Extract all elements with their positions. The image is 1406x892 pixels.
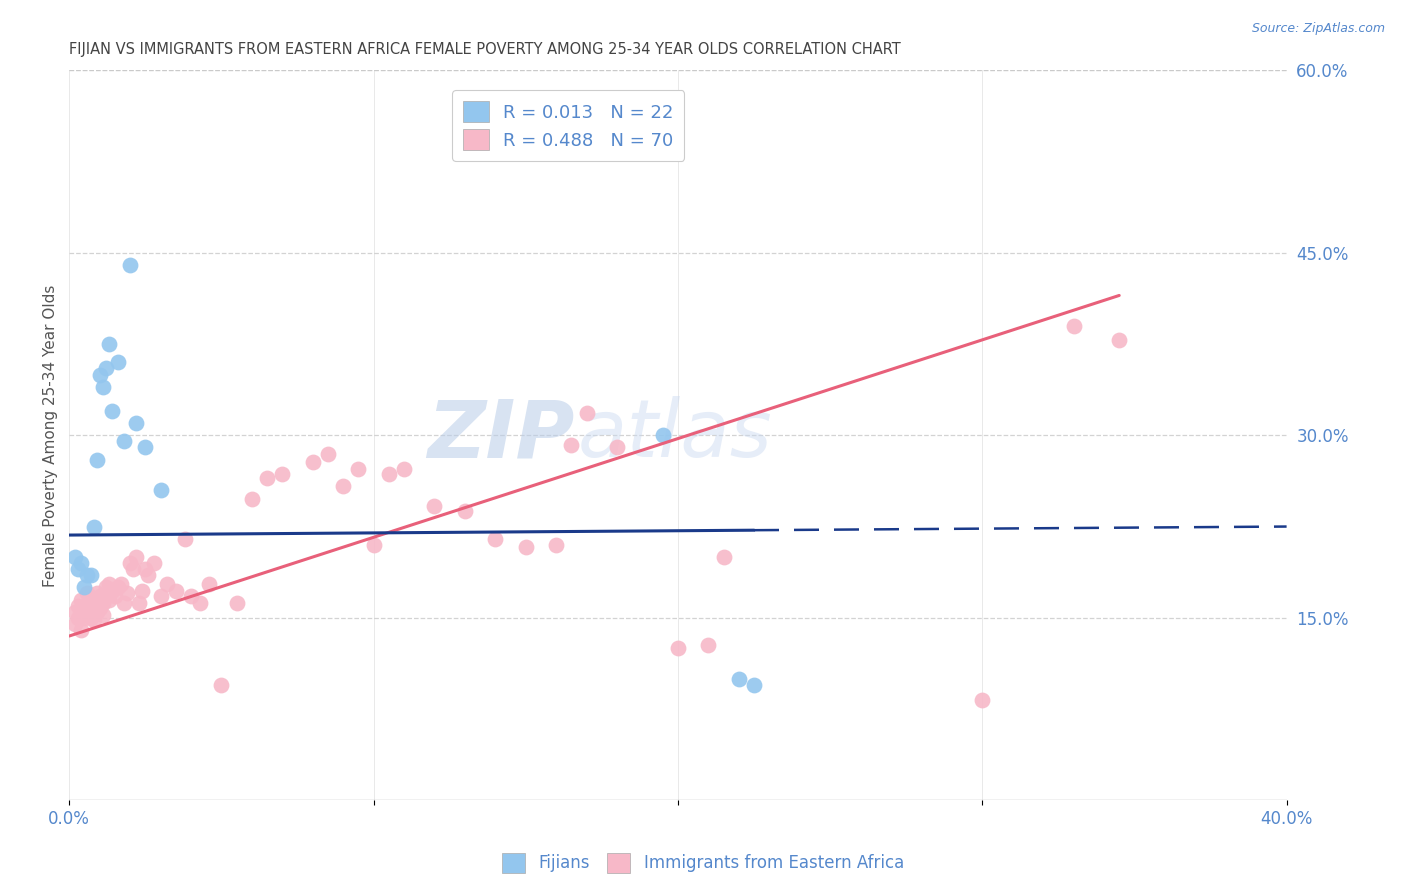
Point [91,596,114,610]
Point [392,462,415,476]
Point [73,611,96,625]
Point [484,532,506,546]
Point [256,471,278,485]
Point [76,568,98,582]
Point [546,538,568,552]
Point [363,538,385,552]
Point [67,562,90,576]
Point [378,467,401,482]
Point [138,568,160,582]
Point [316,446,339,460]
Point [134,562,156,576]
Point [165,584,187,599]
Text: ZIP: ZIP [427,396,575,475]
Point [94,580,117,594]
Point [128,596,150,610]
Point [112,596,135,610]
Point [79,568,101,582]
Point [198,576,221,591]
Point [347,462,370,476]
Point [104,589,127,603]
Y-axis label: Female Poverty Among 25-34 Year Olds: Female Poverty Among 25-34 Year Olds [44,285,58,587]
Point [73,599,96,613]
Point [606,441,628,455]
Point [727,672,749,686]
Point [742,678,765,692]
Point [83,599,105,613]
Point [240,491,263,506]
Point [70,592,93,607]
Point [94,361,117,376]
Point [79,611,101,625]
Point [575,406,598,420]
Point [101,404,124,418]
Point [89,589,111,603]
Point [1063,318,1085,333]
Point [91,379,114,393]
Legend: Fijians, Immigrants from Eastern Africa: Fijians, Immigrants from Eastern Africa [495,847,911,880]
Point [560,438,582,452]
Text: Source: ZipAtlas.com: Source: ZipAtlas.com [1251,22,1385,36]
Point [97,576,120,591]
Point [301,455,323,469]
Point [697,638,720,652]
Point [115,586,138,600]
Point [423,499,446,513]
Point [156,576,179,591]
Point [149,589,172,603]
Point [173,532,195,546]
Point [83,613,105,627]
Point [332,479,354,493]
Point [713,549,735,564]
Point [67,611,90,625]
Point [97,337,120,351]
Point [515,540,537,554]
Point [180,589,202,603]
Point [120,258,142,272]
Point [70,556,93,570]
Point [125,549,148,564]
Point [143,556,166,570]
Point [97,592,120,607]
Point [86,586,108,600]
Point [107,580,129,594]
Text: FIJIAN VS IMMIGRANTS FROM EASTERN AFRICA FEMALE POVERTY AMONG 25-34 YEAR OLDS CO: FIJIAN VS IMMIGRANTS FROM EASTERN AFRICA… [69,42,901,57]
Point [112,434,135,449]
Point [225,596,247,610]
Point [67,599,90,613]
Point [83,519,105,533]
Point [110,576,132,591]
Point [65,549,87,564]
Point [86,605,108,619]
Point [454,504,477,518]
Point [972,693,994,707]
Point [120,556,142,570]
Point [271,467,294,482]
Point [70,623,93,637]
Point [188,596,211,610]
Point [86,452,108,467]
Point [122,562,145,576]
Point [73,580,96,594]
Point [131,584,153,599]
Point [76,586,98,600]
Point [666,641,689,656]
Point [651,428,673,442]
Point [125,416,148,430]
Point [65,616,87,631]
Point [65,605,87,619]
Point [149,483,172,497]
Point [89,368,111,382]
Text: atlas: atlas [578,396,773,475]
Point [91,608,114,623]
Point [101,584,124,599]
Point [107,355,129,369]
Point [76,605,98,619]
Point [209,678,232,692]
Point [89,601,111,615]
Legend: R = 0.013   N = 22, R = 0.488   N = 70: R = 0.013 N = 22, R = 0.488 N = 70 [453,90,685,161]
Point [79,592,101,607]
Point [1108,334,1130,348]
Point [134,441,156,455]
